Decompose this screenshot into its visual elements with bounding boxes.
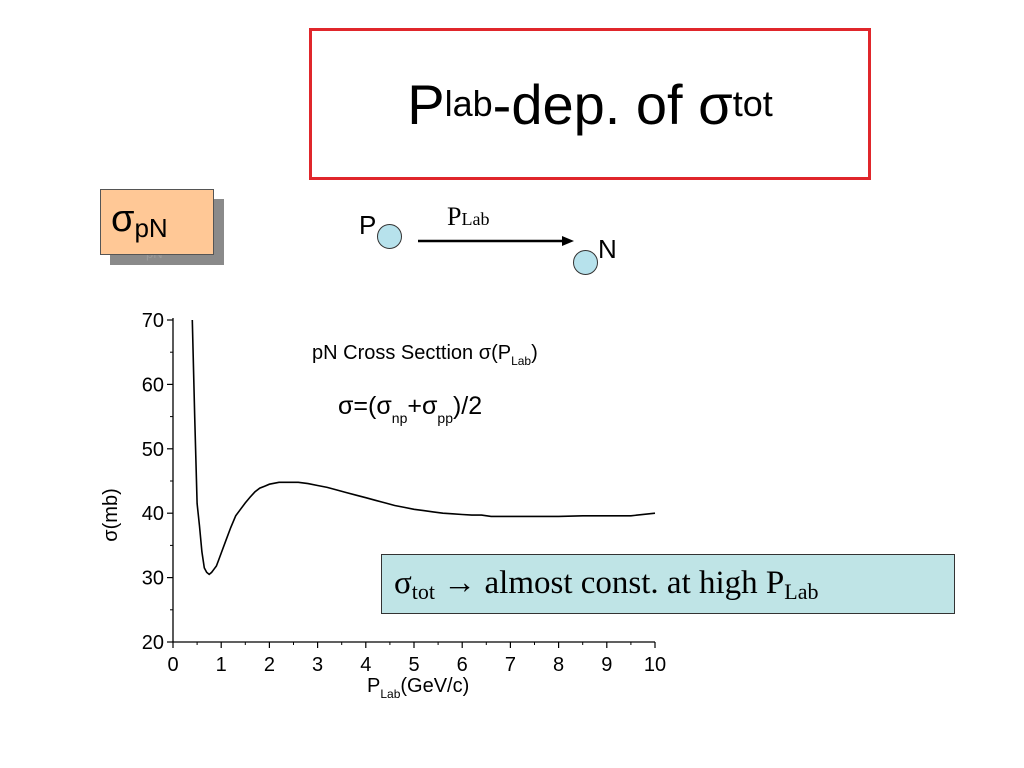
x-tick-label: 10: [644, 654, 666, 676]
proton-circle: [377, 224, 402, 249]
conclusion-sigma-sub: tot: [411, 579, 436, 604]
conclusion-sigma: σ: [394, 565, 412, 601]
y-tick-label: 20: [142, 632, 164, 654]
badge-sub: pN: [134, 213, 168, 243]
conclusion-text: → almost const. at high P: [443, 565, 785, 601]
momentum-arrow: [418, 236, 574, 246]
title-mid: -dep. of σ: [492, 72, 733, 136]
title-sub-tot: tot: [732, 83, 773, 124]
y-tick-label: 60: [142, 374, 164, 396]
x-axis-label: PLab(GeV/c): [367, 675, 469, 701]
y-tick-label: 30: [142, 568, 164, 590]
badge-symbol: σ: [111, 198, 135, 240]
x-tick-label: 4: [360, 654, 371, 676]
y-axis-label: σ(mb): [100, 488, 122, 541]
x-tick-label: 2: [264, 654, 275, 676]
y-tick-label: 70: [142, 310, 164, 332]
arrow-label-sub: Lab: [461, 209, 490, 229]
y-tick-label: 50: [142, 439, 164, 461]
conclusion-box: σtot → almost const. at high PLab: [381, 554, 955, 614]
arrow-label: PLab: [447, 202, 489, 232]
y-tick-label: 40: [142, 503, 164, 525]
sigma-pn-badge: σpN: [100, 189, 214, 255]
x-tick-label: 5: [408, 654, 419, 676]
x-tick-label: 0: [167, 654, 178, 676]
title-sub-lab: lab: [444, 83, 493, 124]
x-tick-label: 7: [505, 654, 516, 676]
neutron-circle: [573, 250, 598, 275]
chart-annotation: σ=(σnp+σpp)/2: [338, 392, 482, 426]
title-main: P: [407, 72, 445, 136]
chart-title: pN Cross Secttion σ(PLab): [312, 342, 538, 368]
proton-label: P: [359, 210, 377, 240]
x-tick-label: 8: [553, 654, 564, 676]
neutron-label: N: [598, 234, 617, 264]
x-tick-label: 9: [601, 654, 612, 676]
series-line: [191, 319, 656, 576]
conclusion-text-sub: Lab: [784, 579, 819, 604]
chart-ticks: 0 1 2 3 4 5 6 7 8 9 10 20 30 40 50 60 70: [142, 310, 666, 676]
x-tick-label: 3: [312, 654, 323, 676]
x-tick-label: 6: [457, 654, 468, 676]
arrow-label-main: P: [447, 202, 462, 231]
x-tick-label: 1: [216, 654, 227, 676]
